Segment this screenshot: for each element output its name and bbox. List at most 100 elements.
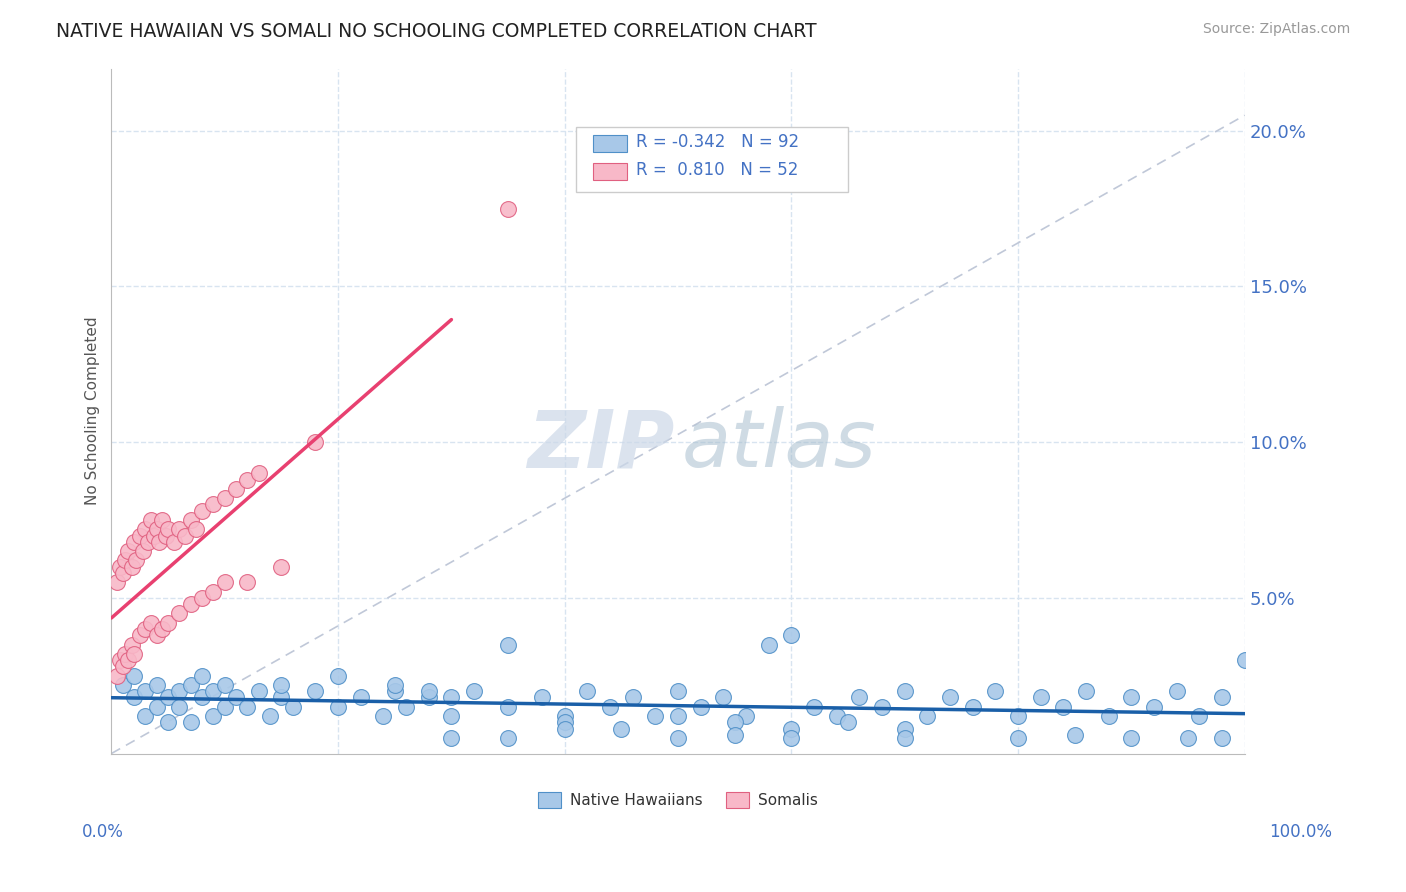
Point: [1121, 690, 1143, 705]
Point: [180, 513, 202, 527]
Point: [894, 684, 917, 698]
Point: [145, 678, 167, 692]
Point: [186, 522, 208, 536]
Point: [202, 709, 225, 723]
Point: [326, 699, 349, 714]
Point: [169, 684, 191, 698]
Point: [281, 699, 304, 714]
Point: [1233, 653, 1256, 667]
Point: [1029, 690, 1052, 705]
Point: [202, 497, 225, 511]
Point: [191, 690, 214, 705]
Point: [870, 699, 893, 714]
Point: [894, 722, 917, 736]
Point: [894, 731, 917, 745]
Point: [554, 709, 576, 723]
Point: [326, 668, 349, 682]
Point: [304, 684, 326, 698]
Point: [111, 659, 134, 673]
Point: [180, 597, 202, 611]
Legend: Native Hawaiians, Somalis: Native Hawaiians, Somalis: [533, 786, 824, 814]
Point: [157, 690, 180, 705]
Point: [1177, 731, 1199, 745]
Point: [225, 482, 247, 496]
Point: [143, 528, 166, 542]
Point: [157, 522, 180, 536]
Point: [157, 715, 180, 730]
Point: [599, 699, 621, 714]
Point: [122, 647, 145, 661]
Point: [145, 522, 167, 536]
Point: [110, 559, 132, 574]
Point: [780, 722, 803, 736]
Point: [117, 544, 139, 558]
Point: [1211, 731, 1233, 745]
FancyBboxPatch shape: [576, 127, 848, 192]
Point: [128, 528, 150, 542]
Point: [157, 615, 180, 630]
Point: [825, 709, 848, 723]
Point: [496, 202, 519, 216]
Point: [780, 731, 803, 745]
Point: [713, 690, 735, 705]
Point: [496, 731, 519, 745]
Point: [152, 513, 174, 527]
Point: [724, 715, 747, 730]
Point: [214, 491, 236, 506]
Point: [758, 638, 780, 652]
Point: [837, 715, 859, 730]
Point: [121, 559, 143, 574]
Point: [128, 628, 150, 642]
Point: [803, 699, 825, 714]
Point: [134, 709, 156, 723]
Point: [155, 528, 177, 542]
Point: [139, 615, 162, 630]
Point: [1007, 709, 1029, 723]
Point: [214, 699, 236, 714]
Point: [621, 690, 644, 705]
Point: [114, 553, 136, 567]
Point: [554, 722, 576, 736]
Point: [848, 690, 870, 705]
Point: [1063, 728, 1085, 742]
Point: [136, 534, 159, 549]
Point: [440, 690, 463, 705]
Point: [418, 684, 440, 698]
Point: [917, 709, 939, 723]
Point: [418, 690, 440, 705]
Point: [270, 678, 292, 692]
Point: [111, 566, 134, 580]
Point: [247, 467, 270, 481]
Point: [780, 628, 803, 642]
Text: ZIP: ZIP: [527, 406, 675, 484]
Point: [610, 722, 633, 736]
Point: [384, 684, 406, 698]
Point: [384, 678, 406, 692]
Point: [191, 503, 214, 517]
Point: [1052, 699, 1074, 714]
Text: 0.0%: 0.0%: [82, 822, 124, 840]
Point: [145, 628, 167, 642]
Point: [180, 715, 202, 730]
Point: [666, 709, 689, 723]
Point: [122, 534, 145, 549]
Text: NATIVE HAWAIIAN VS SOMALI NO SCHOOLING COMPLETED CORRELATION CHART: NATIVE HAWAIIAN VS SOMALI NO SCHOOLING C…: [56, 22, 817, 41]
Point: [270, 559, 292, 574]
Point: [395, 699, 418, 714]
Point: [666, 684, 689, 698]
Point: [236, 575, 259, 590]
Point: [247, 684, 270, 698]
Point: [1211, 690, 1233, 705]
Point: [666, 731, 689, 745]
Point: [1098, 709, 1121, 723]
Text: R = -0.342   N = 92: R = -0.342 N = 92: [636, 133, 799, 151]
Point: [152, 622, 174, 636]
Point: [496, 638, 519, 652]
Point: [463, 684, 485, 698]
Text: 100.0%: 100.0%: [1270, 822, 1331, 840]
Point: [117, 653, 139, 667]
Point: [1121, 731, 1143, 745]
Point: [554, 715, 576, 730]
Point: [644, 709, 666, 723]
Point: [1074, 684, 1097, 698]
